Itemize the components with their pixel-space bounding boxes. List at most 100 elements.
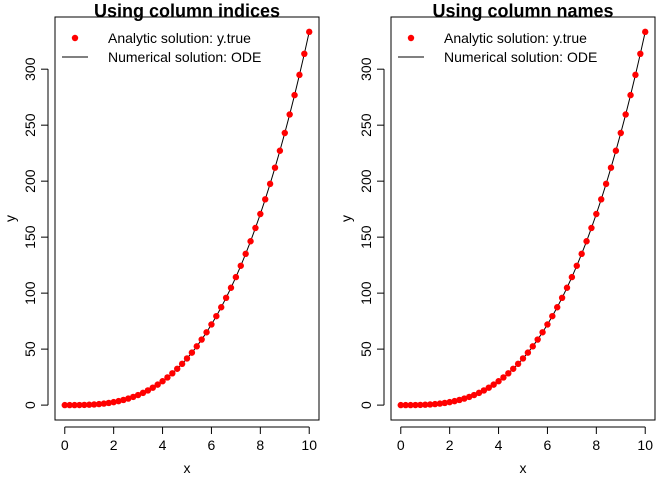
legend-label: Analytic solution: y.true bbox=[444, 30, 587, 46]
data-point-y-true bbox=[612, 147, 620, 154]
data-point-y-true bbox=[588, 224, 595, 232]
data-point-y-true bbox=[466, 393, 473, 401]
data-point-y-true bbox=[90, 401, 98, 408]
data-point-y-true bbox=[598, 196, 605, 203]
data-point-y-true bbox=[242, 250, 249, 258]
data-point-y-true bbox=[642, 28, 649, 36]
x-axis-label: x bbox=[520, 460, 527, 476]
legend-label: Numerical solution: ODE bbox=[108, 49, 261, 65]
data-point-y-true bbox=[505, 370, 512, 377]
data-point-y-true bbox=[402, 401, 409, 409]
data-point-y-true bbox=[144, 387, 152, 394]
data-point-y-true bbox=[100, 400, 108, 407]
data-point-y-true bbox=[495, 378, 502, 385]
data-point-y-true bbox=[276, 147, 284, 154]
data-point-y-true bbox=[514, 360, 522, 368]
data-point-y-true bbox=[169, 370, 176, 377]
data-point-y-true bbox=[76, 401, 83, 409]
x-tick-label: 2 bbox=[446, 437, 454, 453]
data-point-y-true bbox=[262, 196, 269, 203]
data-point-y-true bbox=[203, 329, 210, 336]
data-point-y-true bbox=[213, 312, 220, 320]
data-point-y-true bbox=[470, 391, 478, 399]
y-tick-label: 0 bbox=[358, 401, 374, 409]
data-point-y-true bbox=[417, 401, 424, 409]
data-point-y-true bbox=[188, 349, 196, 356]
y-tick-label: 300 bbox=[22, 57, 38, 81]
data-point-y-true bbox=[490, 381, 497, 388]
data-point-y-true bbox=[436, 400, 444, 407]
data-point-y-true bbox=[71, 401, 78, 409]
data-point-y-true bbox=[519, 355, 527, 362]
data-point-y-true bbox=[134, 391, 142, 399]
data-point-y-true bbox=[544, 321, 551, 328]
data-point-y-true bbox=[178, 360, 186, 368]
data-point-y-true bbox=[154, 381, 161, 388]
y-tick-label: 150 bbox=[358, 225, 374, 249]
data-point-y-true bbox=[602, 180, 610, 188]
data-point-y-true bbox=[193, 343, 200, 350]
x-tick-label: 6 bbox=[544, 437, 552, 453]
data-point-y-true bbox=[222, 294, 230, 301]
data-point-y-true bbox=[237, 262, 244, 269]
data-point-y-true bbox=[257, 210, 264, 218]
data-point-y-true bbox=[422, 401, 429, 408]
y-tick-label: 200 bbox=[358, 169, 374, 193]
data-point-y-true bbox=[554, 304, 561, 311]
y-axis-label: y bbox=[2, 215, 18, 222]
data-point-y-true bbox=[306, 28, 313, 36]
chart-title: Using column names bbox=[432, 1, 613, 21]
x-tick-label: 8 bbox=[256, 437, 264, 453]
x-axis-label: x bbox=[184, 460, 191, 476]
data-point-y-true bbox=[227, 284, 235, 291]
data-point-y-true bbox=[583, 238, 590, 245]
data-point-y-true bbox=[524, 349, 532, 356]
data-point-y-true bbox=[286, 111, 293, 118]
data-point-y-true bbox=[539, 329, 546, 336]
data-point-y-true bbox=[558, 294, 566, 301]
x-tick-label: 4 bbox=[495, 437, 503, 453]
data-point-y-true bbox=[563, 284, 571, 291]
data-point-y-true bbox=[637, 50, 644, 58]
data-point-y-true bbox=[183, 355, 191, 362]
y-tick-label: 250 bbox=[358, 113, 374, 137]
data-point-y-true bbox=[247, 238, 254, 245]
data-point-y-true bbox=[110, 398, 117, 406]
data-point-y-true bbox=[149, 384, 156, 391]
y-tick-label: 0 bbox=[22, 401, 38, 409]
legend-label: Numerical solution: ODE bbox=[444, 49, 597, 65]
data-point-y-true bbox=[500, 374, 507, 381]
legend-label: Analytic solution: y.true bbox=[108, 30, 251, 46]
data-point-y-true bbox=[271, 164, 279, 171]
x-tick-label: 6 bbox=[208, 437, 216, 453]
x-tick-label: 10 bbox=[301, 437, 317, 453]
data-point-y-true bbox=[397, 401, 404, 409]
data-point-y-true bbox=[281, 129, 288, 137]
y-tick-label: 100 bbox=[22, 281, 38, 305]
data-point-y-true bbox=[632, 71, 639, 79]
x-tick-label: 4 bbox=[159, 437, 167, 453]
data-point-y-true bbox=[81, 401, 88, 409]
x-tick-label: 0 bbox=[397, 437, 405, 453]
x-tick-label: 2 bbox=[110, 437, 118, 453]
data-point-y-true bbox=[573, 262, 580, 269]
data-point-y-true bbox=[208, 321, 215, 328]
data-point-y-true bbox=[451, 397, 458, 405]
data-point-y-true bbox=[593, 210, 600, 218]
data-point-y-true bbox=[568, 273, 576, 281]
data-point-y-true bbox=[120, 396, 127, 404]
data-point-y-true bbox=[446, 398, 453, 406]
data-point-y-true bbox=[301, 50, 308, 58]
y-tick-label: 100 bbox=[358, 281, 374, 305]
y-tick-label: 50 bbox=[358, 341, 374, 357]
y-tick-label: 250 bbox=[22, 113, 38, 137]
data-point-y-true bbox=[139, 389, 147, 397]
data-point-y-true bbox=[426, 401, 434, 408]
legend: Analytic solution: y.true Numerical solut… bbox=[398, 30, 597, 65]
data-point-y-true bbox=[115, 397, 122, 405]
data-point-y-true bbox=[461, 395, 468, 402]
data-point-y-true bbox=[529, 343, 536, 350]
data-point-y-true bbox=[130, 393, 137, 401]
data-point-y-true bbox=[431, 400, 439, 408]
